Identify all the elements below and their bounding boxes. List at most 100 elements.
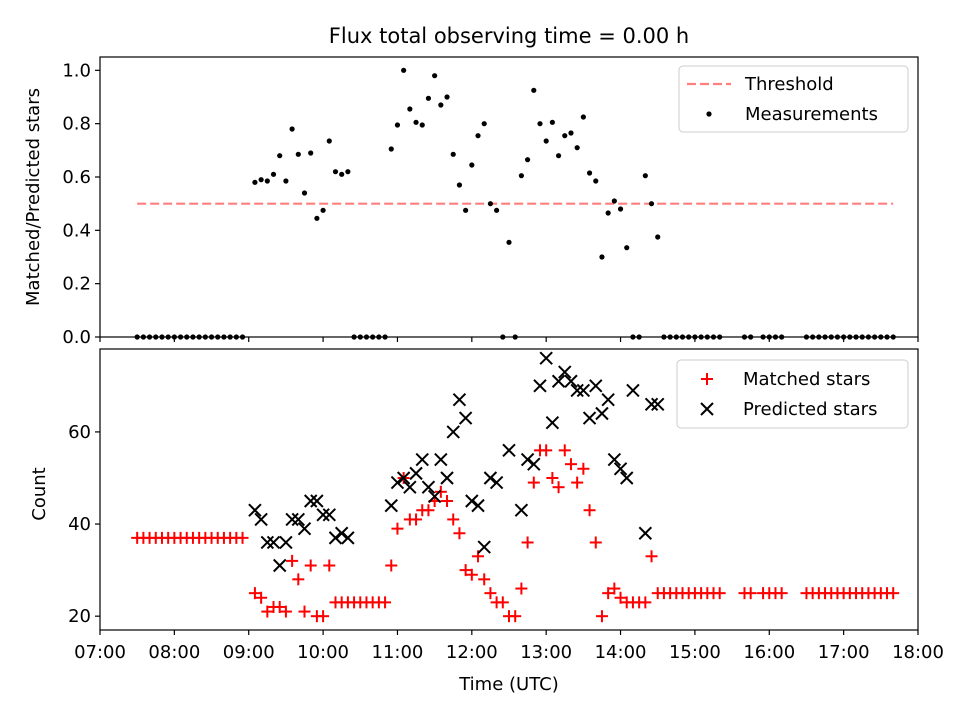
matched-star-point — [459, 564, 472, 577]
matched-star-point — [379, 596, 392, 609]
x-tick-label: 18:00 — [892, 642, 944, 663]
measurement-point — [264, 178, 270, 184]
predicted-star-point — [589, 379, 603, 393]
matched-star-point — [292, 573, 305, 586]
y-tick-label: 60 — [68, 422, 91, 443]
predicted-star-point — [446, 425, 460, 439]
measurement-point — [401, 67, 407, 73]
bottom-legend: Matched stars Predicted stars — [676, 359, 909, 429]
y-tick-label: 0.6 — [62, 167, 91, 188]
top-marks — [134, 67, 896, 340]
predicted-star-point — [595, 406, 609, 421]
predicted-x-b — [273, 558, 287, 573]
matched-star-point — [564, 458, 577, 471]
bottom-x-ticks: 07:00 08:00 09:00 10:00 11:00 12:00 13:00 14:00… — [74, 630, 944, 663]
predicted-star-point — [601, 392, 615, 407]
predicted-x-b — [644, 397, 659, 411]
measurement-point — [642, 173, 648, 179]
measurement-point — [425, 95, 432, 101]
measurement-point — [450, 151, 456, 157]
predicted-star-point — [403, 480, 417, 494]
matched-star-point — [552, 481, 565, 494]
predicted-star-point — [607, 452, 622, 467]
measurement-point — [555, 153, 562, 159]
chart-title: Flux total observing time = 0.00 h — [329, 24, 689, 48]
x-tick-label: 10:00 — [297, 642, 349, 663]
predicted-x-b — [465, 494, 479, 508]
predicted-x-b — [421, 480, 436, 494]
matched-star-point — [614, 591, 627, 604]
predicted-star-point — [644, 397, 659, 411]
matched-star-point — [589, 536, 602, 549]
predicted-x-b — [620, 471, 634, 485]
predicted-x-b — [334, 526, 349, 540]
measurement-point — [308, 150, 314, 156]
measurement-point — [301, 190, 308, 196]
measurement-point — [524, 157, 531, 163]
measurement-point — [339, 171, 345, 177]
predicted-x-b — [390, 475, 405, 490]
measurement-point — [252, 179, 258, 185]
predicted-x-b — [434, 452, 448, 467]
measurement-point — [537, 121, 543, 127]
predicted-x-b — [539, 351, 553, 365]
measurement-point — [531, 87, 537, 93]
predicted-x-b — [477, 540, 491, 554]
predicted-x-b — [409, 466, 423, 481]
predicted-star-point — [502, 443, 516, 458]
predicted-x-b — [520, 452, 535, 467]
legend-matched-label: Matched stars — [743, 369, 870, 390]
predicted-x-b — [607, 452, 622, 467]
predicted-x-b — [440, 471, 454, 485]
matched-star-point — [645, 550, 658, 563]
predicted-x-b — [576, 383, 591, 398]
y-tick-label: 0.0 — [62, 327, 91, 348]
predicted-x-b — [527, 457, 541, 471]
matched-star-point — [453, 527, 466, 540]
bottom-plot-frame — [99, 348, 919, 631]
predicted-x-b — [570, 383, 584, 398]
predicted-x-b — [248, 503, 262, 517]
predicted-star-point — [620, 471, 634, 485]
matched-star-point — [317, 610, 330, 623]
top-legend: Threshold Measurements — [678, 65, 909, 133]
matched-star-point — [546, 471, 559, 484]
legend-threshold-label: Threshold — [744, 74, 834, 95]
measurement-point — [270, 171, 277, 177]
top-plot-frame — [99, 56, 919, 338]
predicted-star-point — [390, 475, 405, 490]
predicted-x-b — [533, 379, 547, 393]
measurement-point — [574, 145, 580, 151]
measurement-point — [345, 169, 351, 175]
measurement-point — [586, 170, 593, 176]
predicted-x-b — [279, 535, 293, 550]
measurement-point — [549, 119, 555, 125]
predicted-star-point — [427, 489, 442, 504]
predicted-x-b — [384, 498, 398, 513]
matched-star-point — [571, 476, 584, 489]
predicted-star-point — [570, 383, 584, 398]
measurement-point — [332, 169, 339, 175]
measurement-point — [444, 94, 450, 100]
measurement-point — [469, 162, 475, 168]
predicted-x-b — [427, 489, 442, 504]
predicted-x-b — [626, 383, 640, 398]
matched-star-point — [583, 504, 596, 517]
measurement-point — [456, 182, 463, 188]
measurement-point — [438, 102, 444, 108]
predicted-star-point — [341, 531, 355, 545]
legend-measurements-swatch — [706, 111, 712, 117]
predicted-x-b — [291, 512, 306, 527]
matched-star-point — [255, 591, 268, 604]
predicted-star-point — [558, 365, 572, 379]
predicted-x-b — [396, 471, 411, 485]
matched-star-point — [422, 504, 435, 517]
x-tick-label: 07:00 — [74, 642, 126, 663]
measurement-point — [314, 215, 320, 221]
predicted-star-point — [651, 397, 665, 411]
top-y-ticks: 0.0 0.2 0.4 0.6 0.8 1.0 — [62, 60, 100, 348]
matched-star-point — [887, 587, 900, 600]
predicted-star-point — [533, 379, 547, 393]
predicted-x-b — [285, 512, 299, 527]
predicted-star-point — [452, 392, 467, 407]
